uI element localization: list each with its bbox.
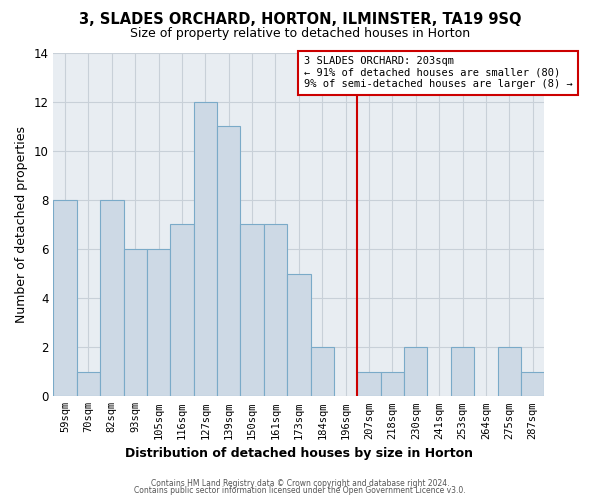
Y-axis label: Number of detached properties: Number of detached properties	[15, 126, 28, 323]
Bar	[124, 249, 147, 396]
Text: Contains HM Land Registry data © Crown copyright and database right 2024.: Contains HM Land Registry data © Crown c…	[151, 478, 449, 488]
Text: 3, SLADES ORCHARD, HORTON, ILMINSTER, TA19 9SQ: 3, SLADES ORCHARD, HORTON, ILMINSTER, TA…	[79, 12, 521, 28]
Text: 3 SLADES ORCHARD: 203sqm
← 91% of detached houses are smaller (80)
9% of semi-de: 3 SLADES ORCHARD: 203sqm ← 91% of detach…	[304, 56, 572, 90]
Bar	[311, 347, 334, 397]
Bar	[100, 200, 124, 396]
Bar	[53, 200, 77, 396]
Bar	[194, 102, 217, 397]
Bar	[380, 372, 404, 396]
Bar	[147, 249, 170, 396]
Bar	[77, 372, 100, 396]
Bar	[404, 347, 427, 397]
Bar	[358, 372, 380, 396]
X-axis label: Distribution of detached houses by size in Horton: Distribution of detached houses by size …	[125, 447, 473, 460]
Bar	[264, 224, 287, 396]
Bar	[241, 224, 264, 396]
Text: Contains public sector information licensed under the Open Government Licence v3: Contains public sector information licen…	[134, 486, 466, 495]
Text: Size of property relative to detached houses in Horton: Size of property relative to detached ho…	[130, 28, 470, 40]
Bar	[287, 274, 311, 396]
Bar	[217, 126, 241, 396]
Bar	[170, 224, 194, 396]
Bar	[521, 372, 544, 396]
Bar	[451, 347, 474, 397]
Bar	[497, 347, 521, 397]
